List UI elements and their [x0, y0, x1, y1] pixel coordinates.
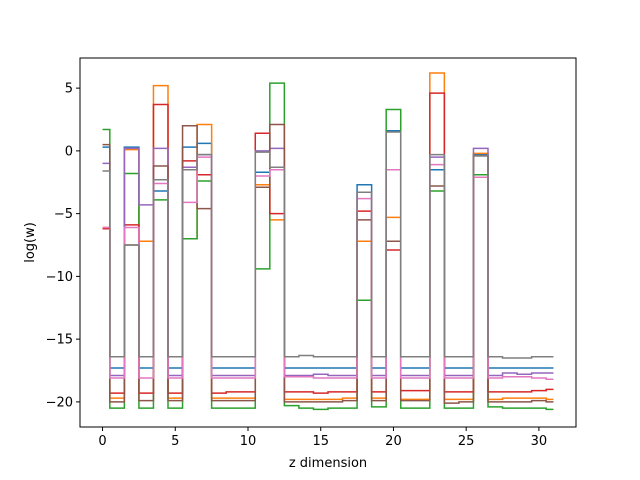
- x-axis-label: z dimension: [289, 456, 367, 471]
- x-tick-label: 0: [98, 434, 106, 449]
- x-tick-label: 30: [531, 434, 548, 449]
- y-tick-label: −10: [46, 270, 73, 285]
- x-tick-label: 10: [240, 434, 257, 449]
- y-tick-label: 5: [65, 82, 73, 97]
- series-layer: [102, 72, 554, 411]
- y-tick-label: −15: [46, 333, 73, 348]
- series-line-1: [102, 130, 554, 369]
- x-tick-label: 15: [312, 434, 329, 449]
- x-tick-label: 5: [171, 434, 179, 449]
- y-tick-label: 0: [65, 144, 73, 159]
- series-line-8: [102, 131, 554, 359]
- x-tick-label: 20: [385, 434, 402, 449]
- x-tick-label: 25: [458, 434, 475, 449]
- y-tick-label: −5: [54, 207, 73, 222]
- y-axis-label: log(w): [23, 222, 38, 263]
- y-tick-label: −20: [46, 395, 73, 410]
- x-axis: 0 5 10 15 20 25 30: [98, 427, 547, 449]
- plot-frame: [79, 57, 577, 428]
- y-axis: −20 −15 −10 −5 0 5: [46, 82, 80, 410]
